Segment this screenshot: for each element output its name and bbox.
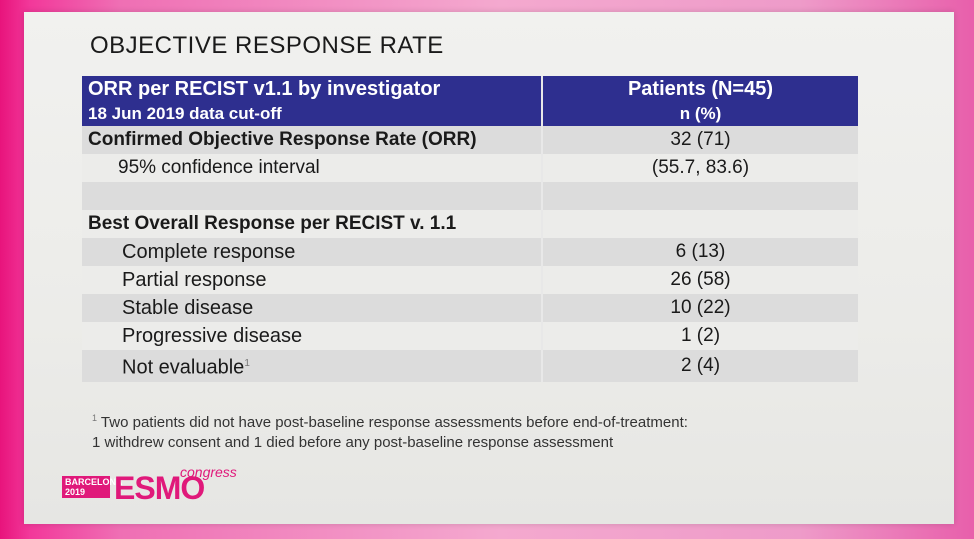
logo-city: BARCELONA (65, 477, 123, 487)
section-heading: Best Overall Response per RECIST v. 1.1 (82, 210, 542, 238)
row-label: Partial response (82, 266, 542, 294)
row-label: Complete response (82, 238, 542, 266)
footnote-marker: 1 (92, 413, 98, 423)
row-value: 6 (13) (541, 238, 858, 266)
row-label: 95% confidence interval (82, 154, 542, 182)
footnote-ref: 1 (244, 358, 250, 369)
row-value: 10 (22) (541, 294, 858, 322)
logo-city-badge: BARCELONA 2019 (62, 476, 123, 498)
table-row: Complete response 6 (13) (82, 238, 858, 266)
footnote-line-2: 1 withdrew consent and 1 died before any… (92, 433, 688, 453)
row-value (541, 210, 858, 238)
slide-title: OBJECTIVE RESPONSE RATE (90, 32, 444, 59)
header-cutoff: 18 Jun 2019 data cut-off (88, 104, 282, 123)
header-patients-cell: Patients (N=45) n (%) (541, 76, 858, 126)
table-row: Partial response 26 (58) (82, 266, 858, 294)
table-row: Progressive disease 1 (2) (82, 322, 858, 350)
footnote-text-2: 1 withdrew consent and 1 died before any… (92, 434, 614, 451)
row-label: Progressive disease (82, 322, 542, 350)
table-header-row: ORR per RECIST v1.1 by investigator 18 J… (82, 76, 858, 126)
footnote: 1 Two patients did not have post-baselin… (92, 408, 688, 453)
row-label-cell: Not evaluable1 (82, 350, 542, 382)
row-value: 26 (58) (541, 266, 858, 294)
header-label-cell: ORR per RECIST v1.1 by investigator 18 J… (82, 76, 542, 126)
logo-year: 2019 (65, 487, 86, 497)
esmo-logo: BARCELONA 2019 ESMO congress (62, 464, 262, 506)
row-label (82, 182, 542, 210)
row-value: 32 (71) (541, 126, 858, 154)
orr-table: ORR per RECIST v1.1 by investigator 18 J… (82, 76, 858, 382)
slide: OBJECTIVE RESPONSE RATE ORR per RECIST v… (24, 12, 954, 524)
row-label: Stable disease (82, 294, 542, 322)
logo-congress: congress (180, 464, 237, 480)
row-value: 1 (2) (541, 322, 858, 350)
footnote-line-1: 1 Two patients did not have post-baselin… (92, 408, 688, 433)
table-row: Not evaluable1 2 (4) (82, 350, 858, 382)
header-unit: n (%) (679, 104, 722, 123)
row-label: Not evaluable (122, 356, 245, 379)
row-label: Confirmed Objective Response Rate (ORR) (82, 126, 542, 154)
table-row: Best Overall Response per RECIST v. 1.1 (82, 210, 858, 238)
footnote-text-1: Two patients did not have post-baseline … (100, 414, 688, 431)
header-patients: Patients (N=45) (627, 78, 774, 100)
row-value: 2 (4) (541, 350, 858, 382)
header-title: ORR per RECIST v1.1 by investigator (88, 78, 441, 100)
logo-brand: ESMO (114, 470, 205, 506)
table-row-spacer (82, 182, 858, 210)
table-row: 95% confidence interval (55.7, 83.6) (82, 154, 858, 182)
row-value (541, 182, 858, 210)
table-row: Confirmed Objective Response Rate (ORR) … (82, 126, 858, 154)
row-value: (55.7, 83.6) (541, 154, 858, 182)
table-row: Stable disease 10 (22) (82, 294, 858, 322)
